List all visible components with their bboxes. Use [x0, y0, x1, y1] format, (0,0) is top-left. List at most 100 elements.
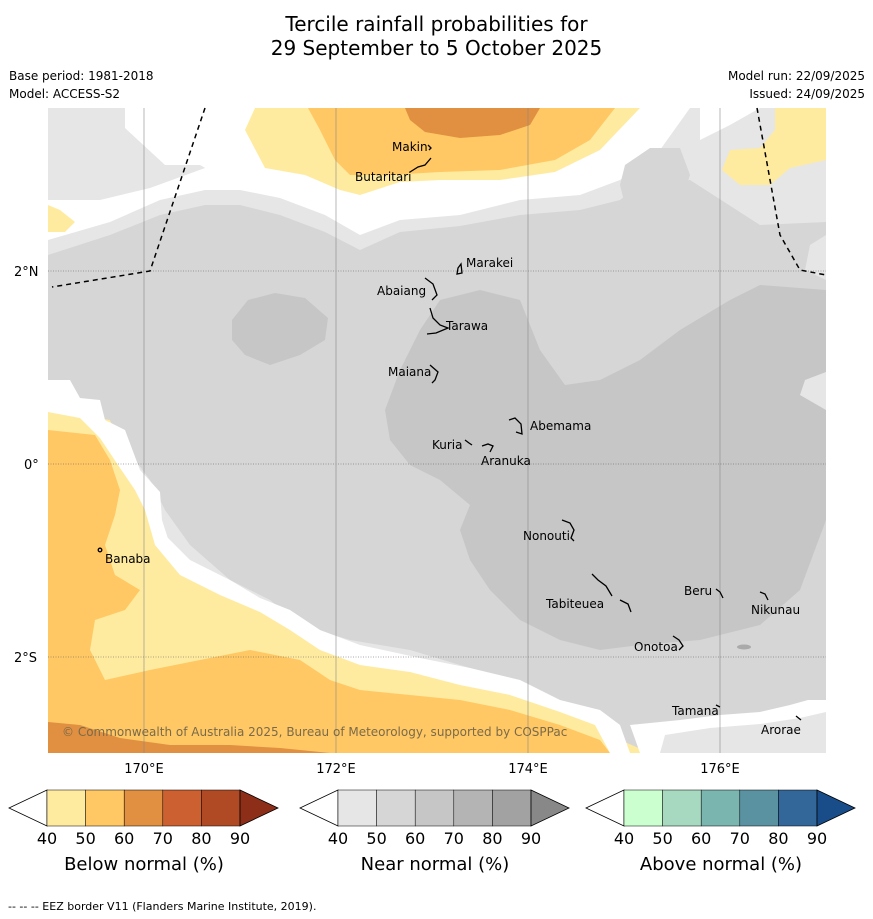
lon-labels: 170°E 172°E 174°E 176°E — [124, 762, 740, 777]
colorbar-below-segment — [162, 789, 202, 827]
lon-label-174e: 174°E — [508, 762, 548, 777]
aranuka-outline — [481, 443, 494, 453]
near-normal-60-70 — [385, 285, 826, 650]
boundary-white-top — [48, 108, 690, 240]
label-onotoa: Onotoa — [634, 640, 678, 654]
label-tarawa: Tarawa — [445, 319, 488, 333]
probability-fields — [48, 108, 826, 753]
graticule — [48, 270, 826, 658]
copyright-notice: © Commonwealth of Australia 2025, Bureau… — [62, 725, 567, 739]
colorbar-above-tick: 60 — [691, 829, 712, 848]
label-aranuka: Aranuka — [481, 454, 531, 468]
lat-labels: 2°N 0° 2°S — [14, 265, 39, 666]
colorbar-above-tick: 40 — [613, 829, 635, 848]
model-name: Model: ACCESS-S2 — [9, 87, 121, 101]
beru-outline — [715, 588, 724, 599]
island-outlines — [97, 144, 802, 721]
colorbar-below-high-extend — [239, 789, 279, 827]
colorbar-near-tick: 40 — [327, 829, 349, 848]
arorae-outline — [795, 715, 802, 721]
abaiang-outline — [424, 277, 438, 301]
boundary-white-southwest — [48, 380, 630, 753]
below-normal-50-60-north — [308, 108, 615, 175]
eez-border-east — [756, 107, 827, 276]
below-normal-50-60-southwest — [48, 430, 610, 753]
colorbar-below-tick: 70 — [152, 829, 173, 848]
label-nonouti: Nonouti — [523, 529, 570, 543]
colorbar-below-segment — [123, 789, 164, 827]
near-normal-right-lobe-2 — [800, 372, 826, 410]
nonouti-outline — [561, 519, 575, 542]
colorbar-near-segment — [492, 789, 532, 827]
lon-label-172e: 172°E — [316, 762, 356, 777]
colorbar-below-tick: 80 — [191, 829, 212, 848]
tamana-outline — [715, 704, 721, 708]
near-normal-50-60-southeast — [700, 665, 826, 708]
colorbar-above-tick: 90 — [806, 829, 828, 848]
model-run: Model run: 22/09/2025 — [727, 69, 865, 83]
colorbar-above-tick: 80 — [768, 829, 789, 848]
island-labels: Makin Butaritari Marakei Abaiang Tarawa … — [105, 140, 801, 737]
colorbar-below-segment — [201, 789, 241, 827]
issued-date: Issued: 24/09/2025 — [749, 87, 865, 101]
below-normal-40-50-westedge — [48, 205, 75, 232]
near-normal-50-60-topright — [620, 148, 690, 215]
colorbar-near-tick: 70 — [443, 829, 464, 848]
label-abaiang: Abaiang — [377, 284, 426, 298]
butaritari-outline — [409, 157, 432, 173]
colorbar-below-tick: 40 — [36, 829, 58, 848]
abemama-outline — [508, 417, 523, 435]
near-normal-60-70-west — [232, 293, 328, 365]
colorbar-above-segment — [623, 789, 663, 827]
eez-border — [51, 107, 827, 288]
label-kuria: Kuria — [432, 438, 463, 452]
near-normal-40-50-southeast — [660, 712, 826, 753]
colorbar-below-tick: 60 — [114, 829, 135, 848]
colorbar-above-label: Above normal (%) — [639, 854, 803, 875]
label-nikunau: Nikunau — [751, 603, 800, 617]
below-normal-40-50-northeast — [722, 108, 826, 185]
label-maiana: Maiana — [388, 365, 431, 379]
title-line-2: 29 September to 5 October 2025 — [270, 36, 603, 60]
colorbar-above-segment — [700, 789, 741, 827]
colorbar-near-tick: 80 — [482, 829, 503, 848]
lat-label-2s: 2°S — [14, 651, 37, 666]
colorbar-above-tick: 50 — [652, 829, 673, 848]
marakei-outline — [456, 262, 463, 275]
maiana-outline — [429, 364, 439, 384]
colorbar-below-tick: 90 — [229, 829, 251, 848]
label-abemama: Abemama — [530, 419, 591, 433]
eez-footnote: -- -- -- EEZ border V11 (Flanders Marine… — [8, 900, 317, 913]
colorbar-near-segment — [376, 789, 416, 827]
colorbar-near-low-extend — [299, 789, 339, 827]
label-banaba: Banaba — [105, 552, 151, 566]
colorbar-near-segment — [337, 789, 377, 827]
colorbar-above-segment — [739, 789, 779, 827]
colorbar-above-segment — [662, 789, 702, 827]
below-normal-60-70-southwest — [48, 722, 330, 753]
nikunau-outline — [759, 591, 769, 601]
colorbar-above-tick: 70 — [729, 829, 750, 848]
colorbar-near-segment — [453, 789, 493, 827]
colorbar-near-high-extend — [530, 789, 570, 827]
label-tabiteuea: Tabiteuea — [545, 597, 604, 611]
colorbar-near-label: Near normal (%) — [360, 854, 510, 875]
label-arorae: Arorae — [761, 723, 801, 737]
colorbar-below-tick: 50 — [75, 829, 96, 848]
title-line-1: Tercile rainfall probabilities for — [285, 12, 588, 36]
colorbar-below-segment — [46, 789, 86, 827]
colorbar-below-segment — [85, 789, 125, 827]
eez-border-west — [51, 107, 206, 288]
legend-colorbars — [8, 789, 856, 827]
base-period: Base period: 1981-2018 — [9, 69, 154, 83]
colorbar-above-segment — [778, 789, 818, 827]
banaba-outline — [97, 547, 103, 553]
lon-label-170e: 170°E — [124, 762, 164, 777]
meridians — [143, 108, 721, 753]
colorbar-near-tick: 90 — [520, 829, 542, 848]
colorbar-below-label: Below normal (%) — [64, 854, 224, 875]
onotoa-shoal — [737, 644, 751, 650]
label-tamana: Tamana — [671, 704, 719, 718]
colorbar-above-high-extend — [816, 789, 856, 827]
